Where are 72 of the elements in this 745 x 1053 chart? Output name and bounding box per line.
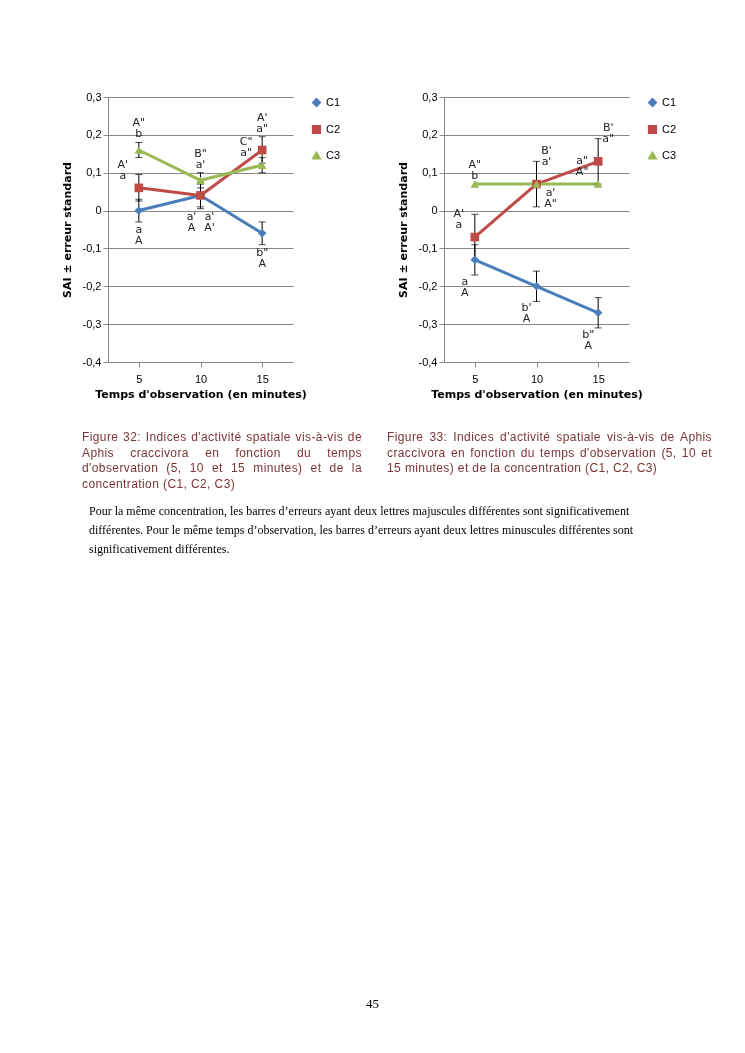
legend-label: C1: [326, 95, 341, 108]
annotation: a': [195, 157, 206, 171]
annotation: A': [117, 157, 129, 171]
x-tick-label: 5: [136, 372, 143, 385]
annotation: b: [471, 169, 479, 183]
annotation: a': [545, 186, 556, 200]
annotation: A': [453, 207, 465, 221]
annotation: A': [204, 220, 215, 234]
annotation: A: [461, 285, 470, 299]
annotation: A: [584, 338, 593, 352]
x-tick-label: 10: [194, 372, 208, 385]
annotation: a: [455, 218, 463, 232]
annotation: b': [521, 301, 532, 315]
annotation: b": [256, 245, 269, 259]
y-tick-label: 0: [95, 204, 102, 217]
x-tick-label: 5: [472, 372, 479, 385]
legend-label: C3: [662, 148, 677, 161]
x-tick-label: 15: [592, 372, 605, 385]
legend-label: C3: [326, 148, 341, 161]
y-tick-label: -0,1: [82, 241, 102, 254]
y-tick-label: 0: [431, 204, 438, 217]
x-tick-label: 15: [256, 372, 269, 385]
annotation: A": [575, 165, 589, 179]
x-axis-title: Temps d'observation (en minutes): [95, 387, 307, 401]
annotation: a': [541, 155, 552, 169]
y-tick-label: 0,1: [422, 166, 438, 179]
annotation: a': [204, 209, 215, 223]
y-tick-label: -0,3: [82, 317, 102, 330]
annotation: a": [602, 132, 615, 146]
annotation: a": [240, 146, 253, 160]
y-tick-label: -0,3: [418, 317, 438, 330]
annotation: A": [132, 116, 146, 130]
annotation: A": [544, 197, 557, 211]
annotation: B": [194, 146, 207, 160]
legend-label: C1: [662, 95, 677, 108]
annotation: a: [461, 274, 469, 288]
annotation: a: [135, 222, 143, 236]
y-tick-label: 0,1: [86, 166, 102, 179]
y-tick-label: -0,2: [418, 279, 438, 292]
y-tick-label: -0,4: [418, 355, 438, 368]
annotation: A: [522, 312, 531, 326]
y-axis-title: SAI ± erreur standard: [60, 162, 74, 298]
y-tick-label: -0,1: [418, 241, 438, 254]
y-tick-label: 0,3: [86, 90, 102, 103]
annotation: a': [186, 209, 197, 223]
annotation: A": [468, 158, 482, 172]
text: 45: [365, 996, 380, 1012]
annotation: A: [187, 220, 196, 234]
text: Pour la même concentration, les barres d’erreurs ayant deux lettres majuscules différentes sont significativement différentes. Pour le même temps d’observation, les barres d’erreurs ayant deux lettres minuscules différentes sont significativement différentes.: [89, 503, 635, 558]
annotation: b: [135, 127, 143, 141]
x-axis-title: Temps d'observation (en minutes): [431, 387, 643, 401]
y-axis-title: SAI ± erreur standard: [396, 162, 410, 298]
annotation: C": [239, 135, 253, 149]
annotation: B': [602, 121, 614, 135]
y-tick-label: 0,3: [422, 90, 438, 103]
legend-label: C2: [326, 122, 341, 135]
annotation: A: [135, 233, 144, 247]
caption: Figure 33: Indices d'activité spatiale vis-à-vis de Aphis craccivora en fonction du temps d'observation (5, 10 et 15 minutes) et de la concentration (C1, C2, C3): [387, 430, 712, 477]
y-tick-label: -0,4: [82, 355, 102, 368]
legend-label: C2: [662, 122, 677, 135]
annotation: A: [258, 256, 267, 270]
y-tick-label: 0,2: [422, 128, 438, 141]
y-tick-label: -0,2: [82, 279, 102, 292]
y-tick-label: 0,2: [86, 128, 102, 141]
annotation: a": [256, 121, 269, 135]
annotation: a": [576, 154, 589, 168]
annotation: a: [119, 168, 127, 182]
annotation: A': [256, 110, 268, 124]
caption: Figure 32: Indices d'activité spatiale vis-à-vis de Aphis craccivora en fonction du temps d'observation (5, 10 et 15 minutes) et de la concentration (C1, C2, C3): [82, 430, 362, 492]
x-tick-label: 10: [530, 372, 544, 385]
annotation: b": [582, 327, 595, 341]
annotation: B': [541, 144, 552, 158]
